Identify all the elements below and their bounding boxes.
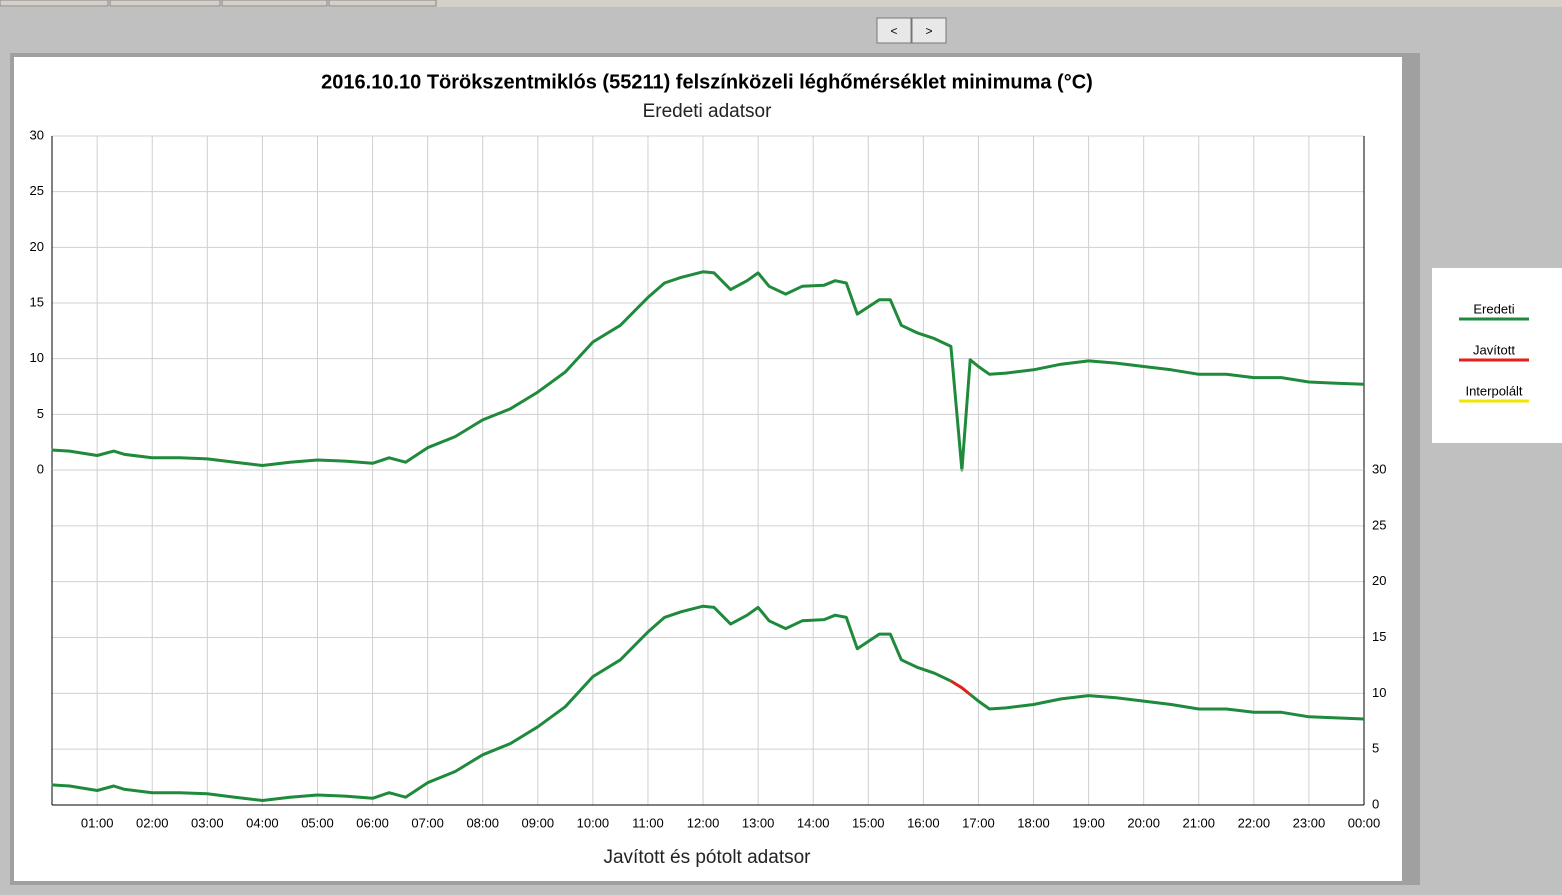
data-line <box>51 270 1365 472</box>
tab[interactable] <box>0 0 109 7</box>
next-button[interactable] <box>911 17 947 44</box>
y-tick-label: 0 <box>37 461 44 476</box>
data-line <box>950 679 972 696</box>
prev-button[interactable] <box>876 17 912 44</box>
tab[interactable] <box>221 0 328 7</box>
chart-panel <box>14 57 1402 881</box>
x-tick-label: 03:00 <box>191 815 224 830</box>
x-tick-label: 01:00 <box>81 815 114 830</box>
legend-box <box>1432 268 1562 443</box>
y-tick-label: 0 <box>1372 796 1379 811</box>
x-axis-label: Javított és pótolt adatsor <box>603 847 811 868</box>
x-tick-label: 21:00 <box>1182 815 1215 830</box>
y-tick-label: 5 <box>1372 741 1379 756</box>
legend-label: Eredeti <box>1473 301 1514 316</box>
y-tick-label: 10 <box>1372 685 1386 700</box>
x-tick-label: 00:00 <box>1348 815 1381 830</box>
x-tick-label: 19:00 <box>1072 815 1105 830</box>
x-tick-label: 07:00 <box>411 815 444 830</box>
x-tick-label: 16:00 <box>907 815 940 830</box>
x-tick-label: 09:00 <box>522 815 555 830</box>
x-tick-label: 06:00 <box>356 815 389 830</box>
plot: 01:00 02:00 03:00 04:00 05:00 06:00 07:00 08:00… <box>30 127 1529 830</box>
x-tick-label: 04:00 <box>246 815 279 830</box>
y-tick-label: 15 <box>30 294 44 309</box>
y-tick-label: 15 <box>1372 629 1386 644</box>
legend-label: Interpolált <box>1465 383 1522 398</box>
x-tick-label: 13:00 <box>742 815 775 830</box>
x-tick-label: 15:00 <box>852 815 885 830</box>
x-tick-label: 10:00 <box>577 815 610 830</box>
legend-label: Javított <box>1473 342 1515 357</box>
data-line <box>51 604 1365 802</box>
x-tick-label: 02:00 <box>136 815 169 830</box>
y-tick-label: 20 <box>30 239 44 254</box>
chart-subtitle: Eredeti adatsor <box>643 101 773 122</box>
x-tick-label: 23:00 <box>1293 815 1326 830</box>
x-tick-label: 14:00 <box>797 815 830 830</box>
x-tick-label: 11:00 <box>632 815 664 830</box>
x-tick-label: 05:00 <box>301 815 334 830</box>
y-tick-label: 30 <box>1372 461 1386 476</box>
chart-title: 2016.10.10 Törökszentmiklós (55211) fels… <box>321 71 1093 93</box>
prev-button-label: < <box>890 24 897 38</box>
y-tick-label: 25 <box>1372 517 1386 532</box>
y-tick-label: 25 <box>30 183 44 198</box>
x-tick-label: 22:00 <box>1238 815 1271 830</box>
y-tick-label: 10 <box>30 350 44 365</box>
x-tick-label: 17:00 <box>962 815 995 830</box>
x-tick-label: 20:00 <box>1127 815 1160 830</box>
next-button-label: > <box>925 24 932 38</box>
x-tick-label: 08:00 <box>466 815 499 830</box>
tab[interactable] <box>109 0 221 7</box>
x-tick-label: 18:00 <box>1017 815 1050 830</box>
tab-strip <box>0 0 1562 7</box>
y-tick-label: 5 <box>37 406 44 421</box>
y-tick-label: 30 <box>30 127 44 142</box>
x-tick-label: 12:00 <box>687 815 720 830</box>
tab[interactable] <box>328 0 437 7</box>
y-tick-label: 20 <box>1372 573 1386 588</box>
